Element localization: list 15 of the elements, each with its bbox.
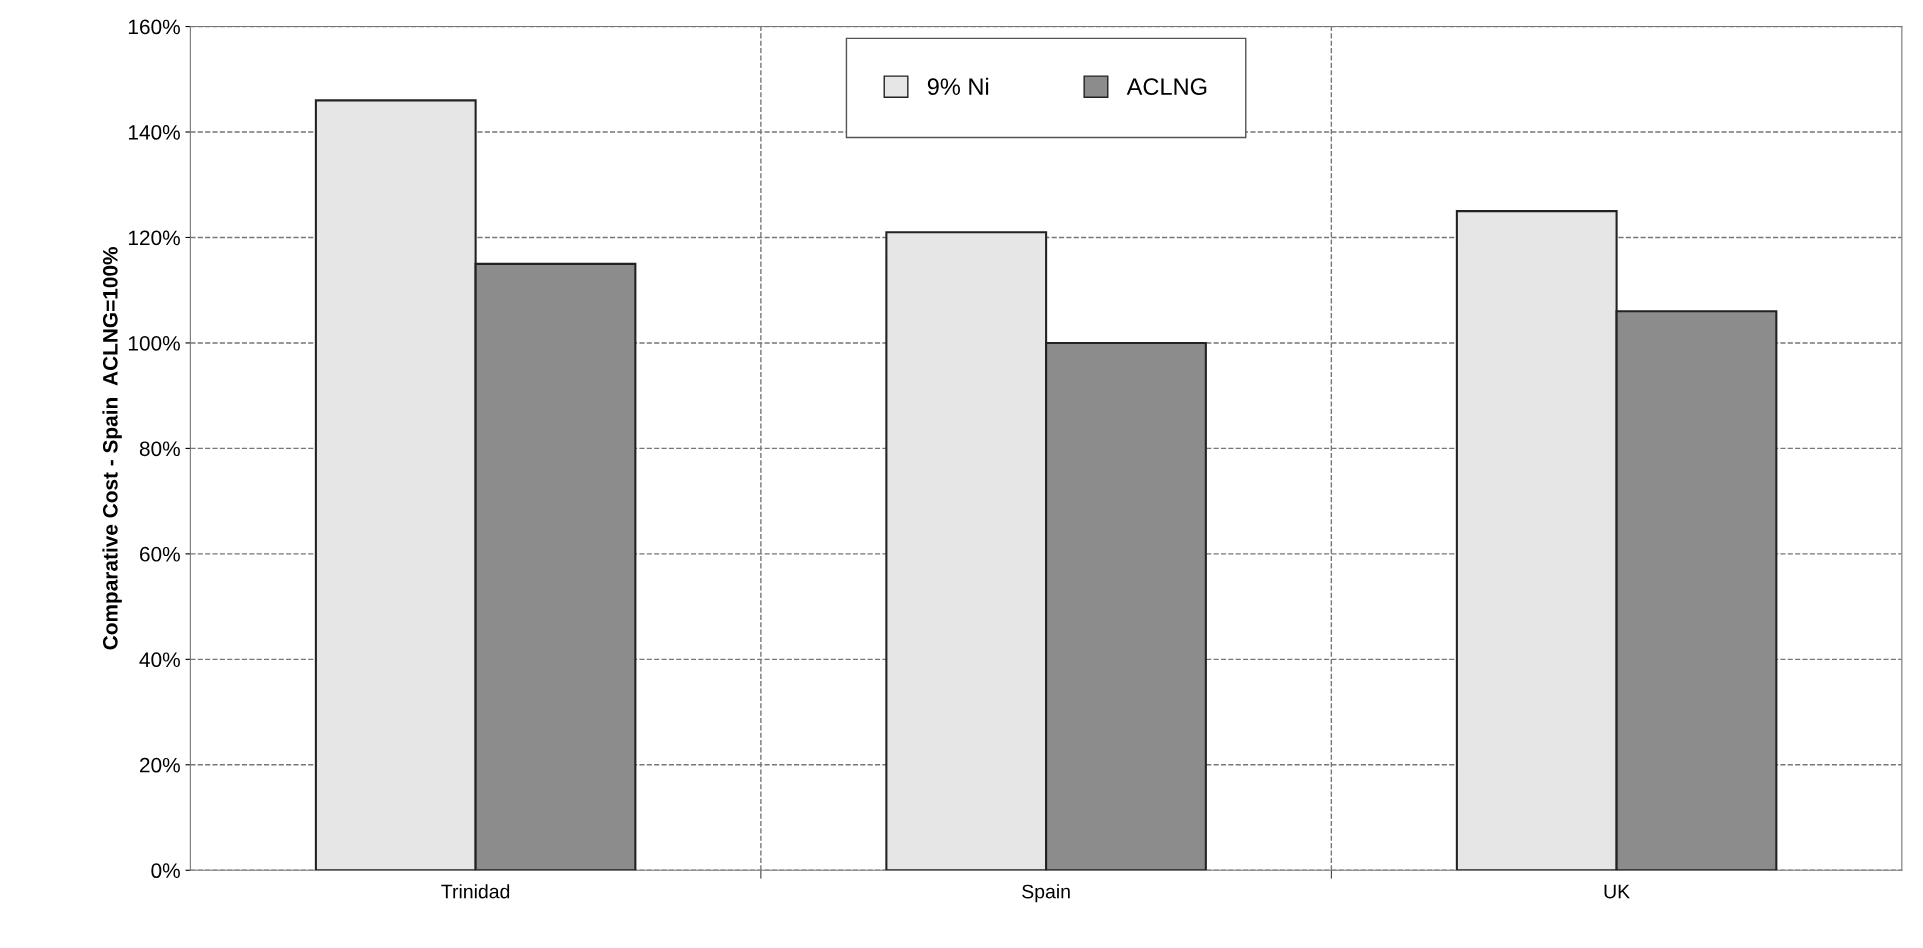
legend-label: 9% Ni	[927, 77, 989, 96]
y-tick-label: 20%	[140, 757, 180, 773]
y-tick-label: 0%	[151, 863, 180, 879]
y-tick-label: 140%	[128, 125, 180, 140]
y-tick-label: 120%	[128, 230, 180, 246]
y-tick-label: 40%	[139, 652, 180, 668]
x-tick-label: UK	[1604, 884, 1630, 899]
x-tick-label: Spain	[1022, 884, 1070, 903]
y-tick-label: 160%	[128, 19, 180, 35]
x-tick-label: Trinidad	[441, 884, 510, 899]
legend-label: ACLNG	[1126, 78, 1207, 96]
y-tick-label: 60%	[140, 546, 180, 562]
y-axis-title: Comparative Cost - Spain ACLNG=100%	[102, 247, 122, 650]
y-tick-label: 80%	[139, 441, 180, 457]
y-tick-label: 100%	[128, 335, 180, 351]
